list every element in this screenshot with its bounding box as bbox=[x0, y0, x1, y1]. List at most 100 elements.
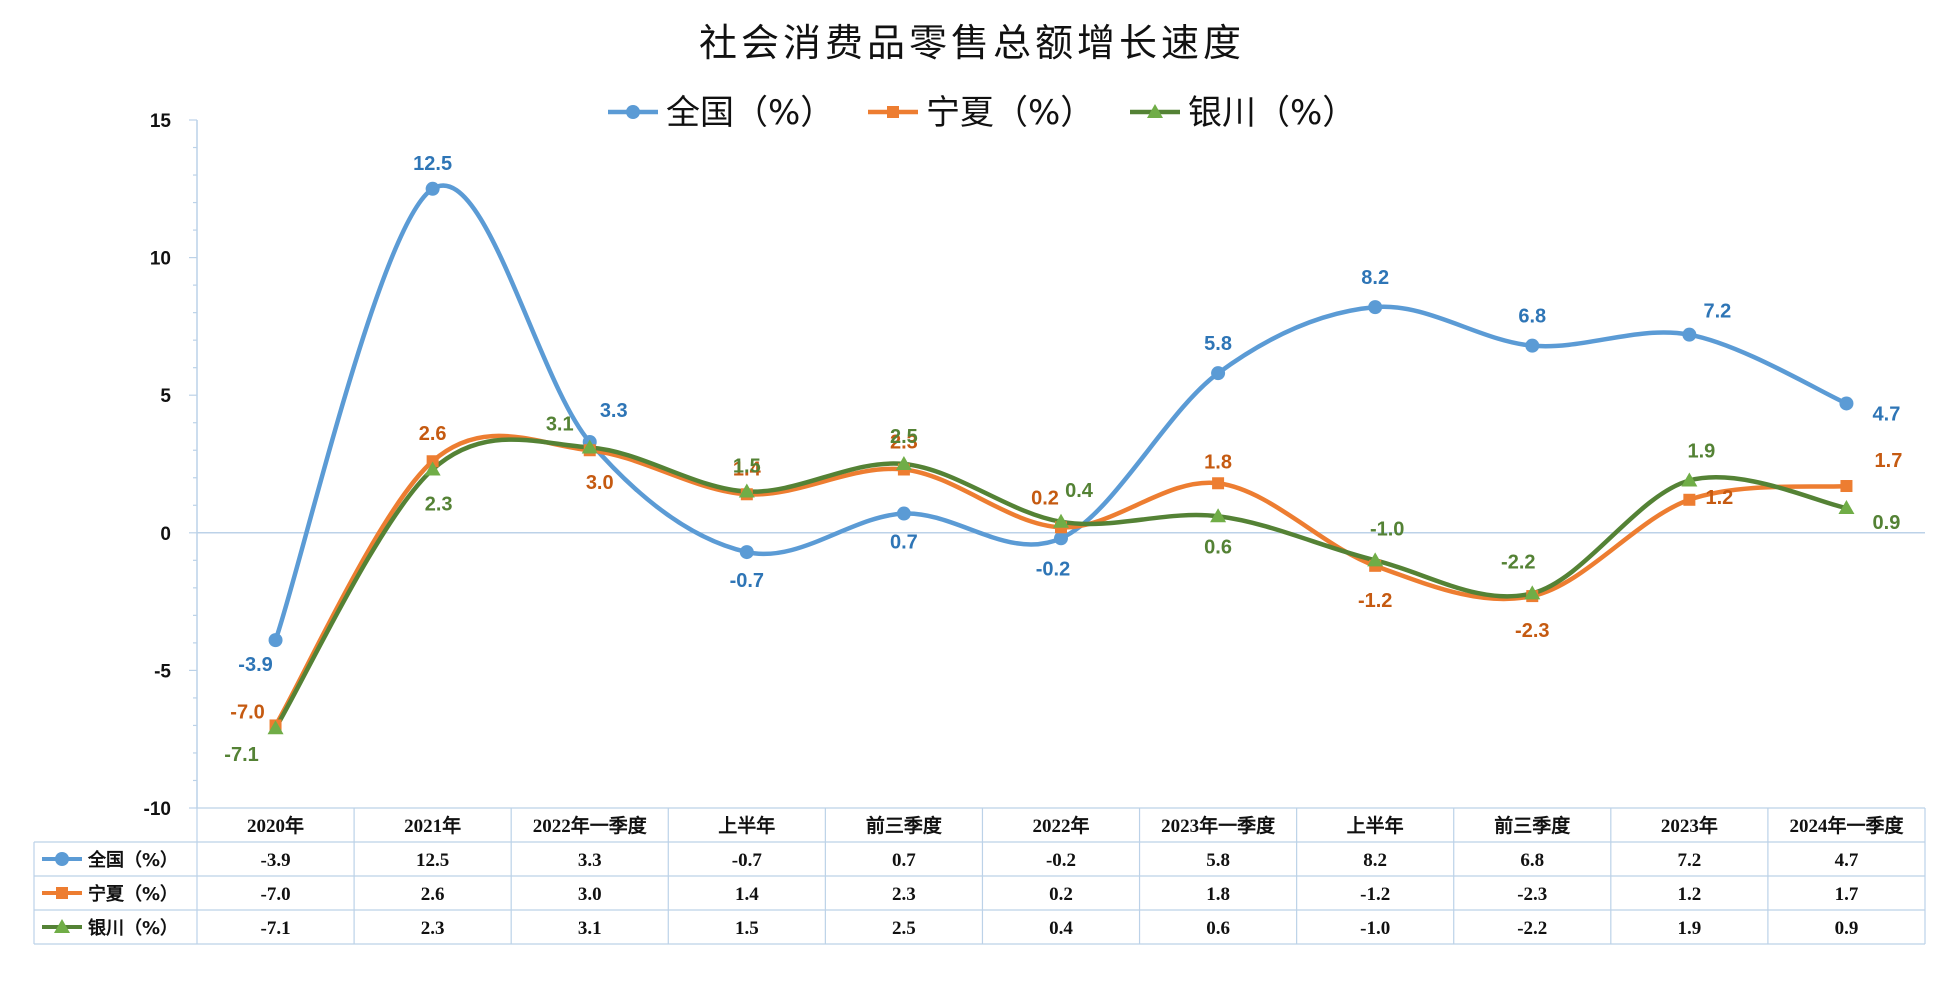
data-label: 1.8 bbox=[1204, 451, 1232, 473]
data-label: -7.0 bbox=[230, 701, 264, 723]
table-cell: 1.9 bbox=[1677, 918, 1701, 939]
data-label: 3.0 bbox=[586, 472, 614, 494]
y-tick-label: 5 bbox=[160, 386, 171, 407]
table-cell: -2.2 bbox=[1517, 918, 1547, 939]
table-cell: 1.8 bbox=[1206, 884, 1230, 905]
series-1-point bbox=[1212, 477, 1225, 490]
data-label: -7.1 bbox=[224, 744, 258, 766]
series-line-2 bbox=[273, 437, 1849, 731]
table-cell: 0.7 bbox=[892, 850, 916, 871]
legend-label: 全国（%） bbox=[666, 93, 834, 133]
table-cell: -7.0 bbox=[261, 884, 291, 905]
series-0-point bbox=[739, 545, 754, 560]
table-cell: 1.7 bbox=[1835, 884, 1859, 905]
table-cell: 0.9 bbox=[1835, 918, 1859, 939]
series-2-point bbox=[895, 456, 912, 470]
table-cell: 12.5 bbox=[416, 850, 449, 871]
series-2-point bbox=[1681, 472, 1698, 487]
x-tick-label: 2024年一季度 bbox=[1789, 814, 1904, 837]
table-cell: 0.6 bbox=[1206, 918, 1230, 939]
series-layer bbox=[267, 181, 1855, 735]
data-label: -2.3 bbox=[1515, 620, 1549, 642]
table-cell: 4.7 bbox=[1835, 850, 1859, 871]
data-label: 1.9 bbox=[1687, 441, 1715, 463]
data-label: 0.9 bbox=[1873, 512, 1901, 534]
x-tick-label: 前三季度 bbox=[1494, 814, 1571, 837]
y-tick-label: 15 bbox=[150, 111, 172, 132]
table-cell: 5.8 bbox=[1206, 850, 1230, 871]
series-0-point bbox=[1054, 531, 1068, 546]
series-2-point bbox=[1838, 500, 1855, 515]
table-cell: 2.5 bbox=[892, 918, 916, 939]
legend-label: 宁夏（%） bbox=[926, 93, 1094, 133]
table-cell: 3.0 bbox=[578, 884, 602, 905]
data-table: 2020年 2021年 2022年一季度 上半年 前三季度 2022年 2023年一季度 上半… bbox=[33, 807, 1926, 945]
series-2-point bbox=[1210, 508, 1227, 523]
y-tick-label: 10 bbox=[150, 249, 171, 270]
table-cell: 2.3 bbox=[892, 884, 916, 905]
x-tick-label: 2022年一季度 bbox=[533, 814, 648, 837]
data-label: 12.5 bbox=[413, 153, 452, 175]
data-label: 3.3 bbox=[600, 400, 628, 422]
table-cell: 8.2 bbox=[1363, 850, 1387, 871]
y-tick-label: 0 bbox=[160, 524, 171, 545]
chart-title: 社会消费品零售总额增长速度 bbox=[699, 21, 1245, 65]
series-2-point bbox=[738, 483, 755, 498]
series-0-point bbox=[1211, 366, 1226, 381]
data-label: 1.4 bbox=[733, 458, 762, 480]
data-label: 4.7 bbox=[1873, 403, 1901, 425]
legend-marker bbox=[626, 105, 640, 119]
series-0-point bbox=[1682, 327, 1697, 342]
data-label: 0.2 bbox=[1031, 487, 1059, 509]
x-tick-label: 上半年 bbox=[1347, 814, 1404, 837]
data-label: -1.0 bbox=[1370, 518, 1404, 540]
table-cell: 3.1 bbox=[578, 918, 602, 939]
table-cell: -0.7 bbox=[732, 850, 763, 871]
table-legend-marker bbox=[54, 919, 70, 933]
series-1-point bbox=[426, 455, 439, 468]
data-label: -2.2 bbox=[1501, 551, 1535, 573]
data-label: 8.2 bbox=[1361, 267, 1389, 289]
data-label: 1.5 bbox=[733, 456, 761, 478]
table-cell: -7.1 bbox=[261, 918, 291, 939]
data-labels: -3.9 12.5 3.3 -0.7 0.7 -0.2 5.8 8.2 6.8 7.2 4.7 -7.… bbox=[224, 153, 1902, 766]
table-cell: 0.4 bbox=[1049, 918, 1073, 939]
table-row-label: 全国（%） bbox=[87, 849, 178, 871]
table-cell: -1.2 bbox=[1360, 884, 1390, 905]
data-label: 2.3 bbox=[890, 432, 918, 454]
series-0-point bbox=[896, 506, 911, 521]
table-cell: -2.3 bbox=[1517, 884, 1547, 905]
data-label: 7.2 bbox=[1703, 301, 1731, 323]
data-label: 0.4 bbox=[1065, 480, 1094, 502]
table-cell: 3.3 bbox=[578, 850, 602, 871]
x-tick-label: 前三季度 bbox=[866, 814, 943, 837]
x-tick-label: 2023年 bbox=[1661, 814, 1718, 837]
table-cell: -1.0 bbox=[1360, 918, 1390, 939]
table-cell: 6.8 bbox=[1520, 850, 1544, 871]
data-label: 2.3 bbox=[425, 494, 453, 516]
data-label: 6.8 bbox=[1518, 306, 1546, 328]
data-label: 0.7 bbox=[890, 532, 918, 554]
x-tick-label: 2023年一季度 bbox=[1161, 814, 1276, 837]
legend-marker bbox=[1147, 104, 1163, 118]
table-legend-marker bbox=[55, 852, 69, 866]
data-label: 3.1 bbox=[546, 413, 574, 435]
series-1-point bbox=[1683, 493, 1696, 506]
table-row-label: 宁夏（%） bbox=[88, 883, 178, 905]
table-cell: 1.2 bbox=[1677, 884, 1701, 905]
series-1-point bbox=[1840, 480, 1853, 493]
series-0-point bbox=[1525, 338, 1540, 353]
table-cell: 0.2 bbox=[1049, 884, 1073, 905]
series-2-point bbox=[1367, 552, 1384, 567]
series-0-point bbox=[425, 181, 440, 196]
x-tick-label: 上半年 bbox=[718, 814, 775, 837]
series-2-point bbox=[581, 439, 598, 454]
legend-marker bbox=[887, 106, 899, 118]
series-0-point bbox=[268, 633, 283, 648]
data-label: -0.2 bbox=[1036, 558, 1070, 580]
legend: 全国（%） 宁夏（%） 银川（%） bbox=[608, 93, 1356, 133]
table-cell: 1.5 bbox=[735, 918, 759, 939]
data-label: -0.7 bbox=[730, 570, 764, 592]
series-2-point bbox=[267, 720, 284, 735]
